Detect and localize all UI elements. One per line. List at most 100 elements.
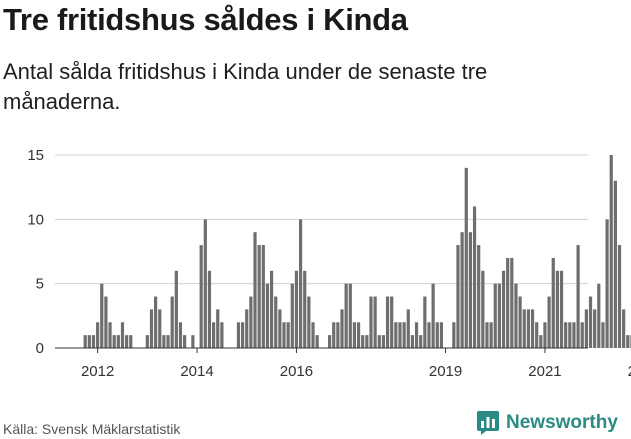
bar bbox=[191, 335, 195, 348]
bar bbox=[539, 335, 543, 348]
bar bbox=[580, 322, 584, 348]
x-tick-label: 2019 bbox=[429, 363, 462, 380]
bar bbox=[199, 245, 203, 348]
bar bbox=[83, 335, 87, 348]
bar bbox=[526, 309, 530, 348]
bar bbox=[588, 296, 593, 348]
bar bbox=[290, 283, 294, 348]
bar bbox=[91, 335, 96, 348]
bar bbox=[356, 322, 361, 348]
bar bbox=[522, 309, 526, 348]
bar bbox=[464, 167, 468, 348]
bar bbox=[493, 283, 497, 348]
bar bbox=[212, 322, 216, 348]
bar bbox=[216, 309, 220, 348]
x-tick-label: 2016 bbox=[280, 363, 313, 380]
bar bbox=[307, 296, 311, 348]
bar bbox=[622, 309, 626, 348]
x-tick-label: 2023 bbox=[628, 363, 631, 380]
bar bbox=[617, 245, 622, 348]
bar bbox=[203, 219, 207, 348]
bar bbox=[506, 257, 510, 348]
bar bbox=[597, 283, 601, 348]
bar bbox=[406, 309, 410, 348]
y-tick-label: 0 bbox=[36, 340, 44, 357]
bar bbox=[456, 245, 460, 348]
bar bbox=[352, 322, 357, 348]
bar bbox=[481, 270, 485, 348]
bar bbox=[96, 322, 100, 348]
bar bbox=[423, 296, 427, 348]
brand-name: Newsworthy bbox=[506, 412, 618, 433]
bar bbox=[120, 322, 125, 348]
bar bbox=[112, 335, 116, 348]
bar bbox=[170, 296, 174, 348]
bar bbox=[87, 335, 91, 348]
bar bbox=[365, 335, 369, 348]
x-tick-label: 2012 bbox=[81, 363, 114, 380]
y-tick-label: 10 bbox=[27, 211, 44, 228]
bar bbox=[129, 335, 133, 348]
bar bbox=[269, 270, 274, 348]
bar bbox=[435, 322, 439, 348]
bar bbox=[274, 296, 278, 348]
bar bbox=[158, 309, 162, 348]
bar bbox=[344, 283, 348, 348]
bar bbox=[572, 322, 576, 348]
bar bbox=[559, 270, 564, 348]
bar bbox=[419, 335, 423, 348]
bar bbox=[564, 322, 568, 348]
bars bbox=[83, 155, 631, 348]
bar bbox=[551, 257, 555, 348]
bar bbox=[298, 219, 303, 348]
bar bbox=[207, 270, 212, 348]
bar bbox=[162, 335, 166, 348]
bar bbox=[336, 322, 340, 348]
newsworthy-chart-logo-icon bbox=[477, 411, 499, 435]
bar bbox=[518, 296, 522, 348]
bar bbox=[402, 322, 406, 348]
bar bbox=[373, 296, 377, 348]
bar bbox=[311, 322, 315, 348]
bar bbox=[584, 309, 588, 348]
bar bbox=[452, 322, 456, 348]
bar bbox=[249, 296, 253, 348]
x-axis-labels: 2012 2014 2016 2019 2021 2023 bbox=[81, 363, 631, 380]
bar bbox=[410, 335, 415, 348]
bar bbox=[104, 296, 108, 348]
bar bbox=[381, 335, 386, 348]
bar bbox=[431, 283, 435, 348]
bar bbox=[593, 309, 597, 348]
bar bbox=[414, 322, 419, 348]
bar bbox=[236, 322, 241, 348]
bar bbox=[240, 322, 245, 348]
bar bbox=[125, 335, 129, 348]
y-axis-labels: 0 5 10 15 bbox=[27, 147, 44, 357]
bar bbox=[348, 283, 352, 348]
bar bbox=[497, 283, 501, 348]
bar bbox=[547, 296, 551, 348]
newsworthy-logo[interactable]: Newsworthy bbox=[476, 409, 618, 437]
bar bbox=[327, 335, 332, 348]
chart-subtitle: Antal sålda fritidshus i Kinda under de … bbox=[3, 59, 488, 114]
bar bbox=[265, 283, 270, 348]
bar bbox=[369, 296, 373, 348]
bar bbox=[501, 270, 506, 348]
bar bbox=[154, 296, 158, 348]
bar bbox=[613, 180, 617, 348]
bar bbox=[485, 322, 489, 348]
bar bbox=[626, 335, 630, 348]
bar bbox=[394, 322, 398, 348]
bar bbox=[543, 322, 547, 348]
bar bbox=[315, 335, 319, 348]
chart-title: Tre fritidshus såldes i Kinda bbox=[3, 2, 408, 37]
bar bbox=[253, 232, 257, 348]
bar bbox=[510, 257, 514, 348]
bar bbox=[568, 322, 572, 348]
bar bbox=[166, 335, 170, 348]
bar bbox=[145, 335, 149, 348]
bar bbox=[460, 232, 464, 348]
bar bbox=[605, 219, 609, 348]
bar bbox=[278, 309, 282, 348]
